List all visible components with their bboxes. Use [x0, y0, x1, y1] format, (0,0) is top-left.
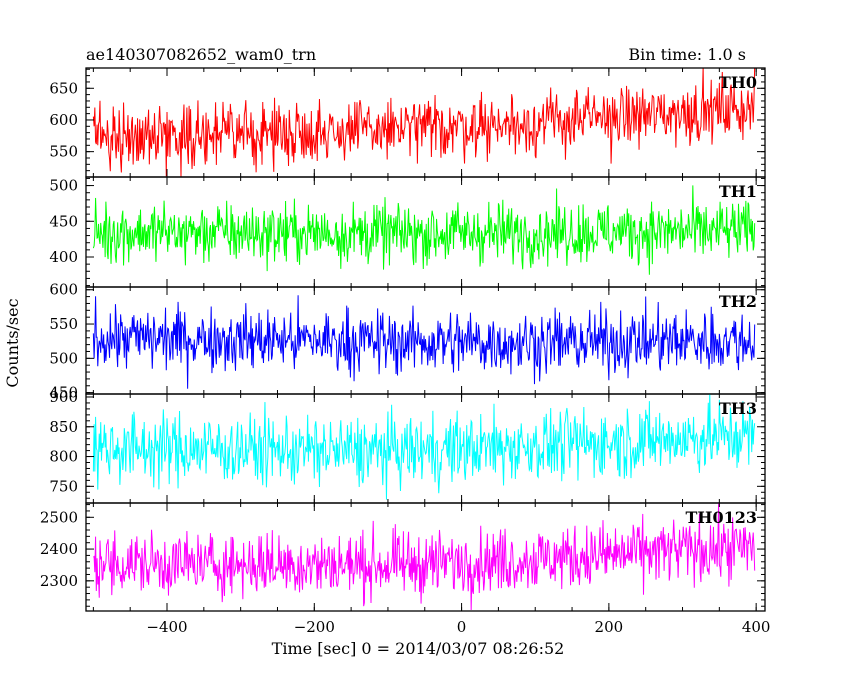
- y-axis-label: Counts/sec: [3, 298, 22, 387]
- panel-label: TH0: [719, 73, 757, 92]
- x-tick-label: 0: [457, 618, 467, 636]
- y-tick-label: 400: [49, 248, 78, 266]
- series-line-th1: [92, 185, 756, 275]
- y-tick-label: 2500: [40, 508, 78, 526]
- y-tick-label: 850: [49, 418, 78, 436]
- x-tick-label: 200: [595, 618, 624, 636]
- x-tick-label: −400: [146, 618, 187, 636]
- x-axis: −400 −200 0 200 400: [146, 618, 770, 636]
- panel-label: TH3: [719, 399, 757, 418]
- y-tick-label: 450: [49, 212, 78, 230]
- panels: 550 600 650 TH0 400 450 500 TH1 450 500 550 600 TH2 7…: [40, 67, 766, 612]
- panel-th1: 400 450 500 TH1: [49, 176, 766, 288]
- y-tick-label: 450: [49, 384, 78, 402]
- series-line-th3: [92, 394, 756, 500]
- y-tick-label: 900: [49, 388, 78, 406]
- panel-frame: [85, 176, 766, 288]
- panel-frame: [85, 502, 766, 612]
- x-tick-label: −200: [294, 618, 335, 636]
- panel-th2: 450 500 550 600 TH2: [49, 281, 766, 402]
- y-tick-label: 2300: [40, 572, 78, 590]
- y-tick-label: 600: [49, 111, 78, 129]
- series-line-th0123: [93, 503, 756, 611]
- panel-th0: 550 600 650 TH0: [49, 67, 766, 178]
- y-tick-label: 500: [49, 349, 78, 367]
- y-tick-label: 500: [49, 177, 78, 195]
- x-axis-label: Time [sec] 0 = 2014/03/07 08:26:52: [272, 639, 565, 658]
- y-tick-label: 750: [49, 477, 78, 495]
- y-tick-label: 650: [49, 79, 78, 97]
- x-tick-label: 400: [742, 618, 771, 636]
- series-line-th0: [92, 68, 756, 177]
- panel-label: TH2: [719, 292, 757, 311]
- y-tick-label: 800: [49, 448, 78, 466]
- panel-frame: [85, 393, 766, 504]
- y-tick-label: 550: [49, 315, 78, 333]
- y-tick-label: 2400: [40, 540, 78, 558]
- chart-title: ae140307082652_wam0_trn: [86, 45, 316, 64]
- panel-label: TH0123: [685, 508, 757, 527]
- y-tick-label: 600: [49, 281, 78, 299]
- series-line-th2: [92, 295, 756, 389]
- panel-th3: 750 800 850 900 TH3: [49, 388, 766, 504]
- chart-subtitle: Bin time: 1.0 s: [628, 45, 746, 64]
- panel-label: TH1: [719, 182, 757, 201]
- panel-th0123: 2300 2400 2500 TH0123: [40, 502, 766, 612]
- y-tick-label: 550: [49, 143, 78, 161]
